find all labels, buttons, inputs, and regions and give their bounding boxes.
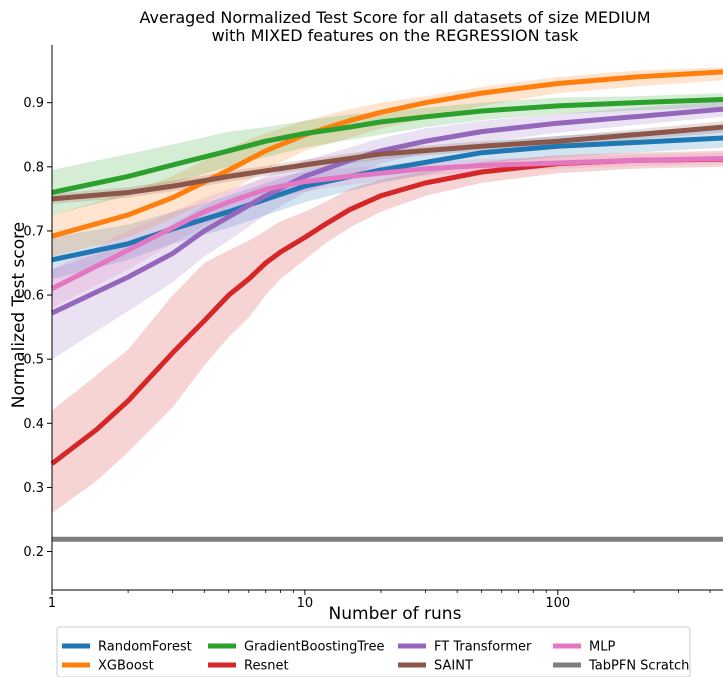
legend-label-saint: SAINT: [434, 659, 473, 674]
chart-title-line-1: Averaged Normalized Test Score for all d…: [139, 8, 650, 27]
y-tick-label: 0.9: [23, 96, 44, 111]
mlp-band: [52, 152, 723, 308]
ft-transformer-line: [50, 106, 723, 316]
gradientboostingtree-band: [52, 93, 723, 215]
legend-label-tabpfn-scratch: TabPFN Scratch: [588, 659, 689, 674]
y-axis-ticks: 0.2 0.3 0.4 0.5 0.6 0.7 0.8 0.9: [23, 96, 52, 560]
legend-label-ft-transformer: FT Transformer: [434, 640, 532, 655]
axes: [51, 45, 723, 591]
resnet-line: [50, 156, 723, 466]
mlp-line: [50, 156, 723, 291]
legend: RandomForest XGBoost GradientBoostingTree R…: [56, 626, 691, 677]
y-tick-label: 0.5: [23, 353, 44, 368]
legend-label-resnet: Resnet: [244, 659, 289, 674]
resnet-band: [52, 150, 723, 514]
legend-label-randomforest: RandomForest: [98, 640, 192, 655]
x-tick-label: 100: [545, 596, 570, 611]
plot-area: [50, 67, 723, 542]
legend-label-mlp: MLP: [589, 640, 615, 655]
y-tick-label: 0.2: [23, 545, 44, 560]
y-tick-label: 0.6: [23, 289, 44, 304]
chart-title-line-2: with MIXED features on the REGRESSION ta…: [212, 26, 580, 45]
x-axis-label: Number of runs: [329, 604, 462, 624]
y-tick-label: 0.7: [23, 224, 44, 239]
y-tick-label: 0.8: [23, 160, 44, 175]
x-tick-label: 10: [297, 596, 314, 611]
xgboost-band: [52, 67, 723, 257]
legend-label-xgboost: XGBoost: [98, 659, 154, 674]
legend-label-gradientboostingtree: GradientBoostingTree: [244, 640, 384, 655]
saint-line: [51, 124, 723, 202]
x-axis-ticks: 1 10 100: [48, 590, 711, 611]
xgboost-line: [51, 69, 723, 239]
y-tick-label: 0.3: [23, 481, 44, 496]
series-lines: [50, 69, 723, 542]
x-tick-label: 1: [48, 596, 56, 611]
y-tick-label: 0.4: [23, 417, 44, 432]
gradientboostingtree-line: [51, 97, 723, 195]
y-axis-label: Normalized Test score: [9, 222, 29, 408]
